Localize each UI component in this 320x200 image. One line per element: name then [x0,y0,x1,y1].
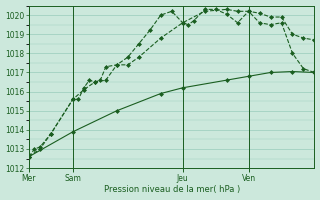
X-axis label: Pression niveau de la mer( hPa ): Pression niveau de la mer( hPa ) [104,185,240,194]
